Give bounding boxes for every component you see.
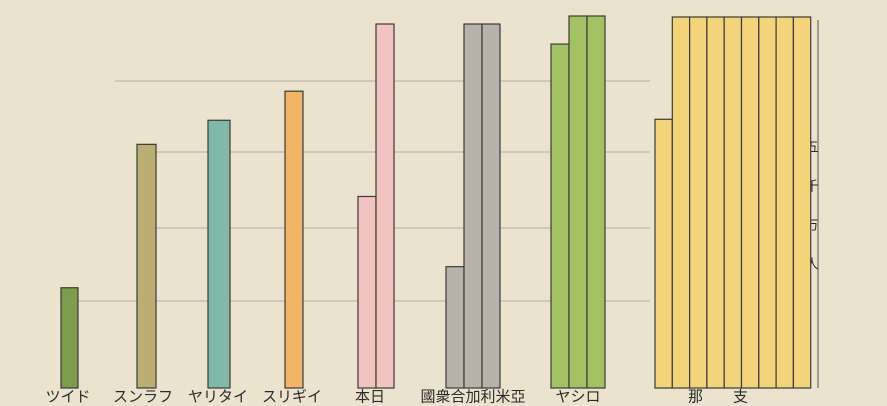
bar-column <box>758 16 777 389</box>
x-tick-label: ヤリタイ <box>188 388 248 406</box>
bar-column <box>740 16 760 389</box>
bar-column <box>207 119 231 389</box>
bar-column <box>654 118 673 389</box>
x-tick-label: 本日 <box>355 388 385 406</box>
x-tick-label: ヤシロ <box>555 388 600 406</box>
x-tick-label: スリギイ <box>262 388 322 406</box>
bar-column <box>357 195 377 389</box>
bar-column <box>481 23 501 389</box>
bar-column <box>586 15 606 389</box>
bar-column <box>375 23 395 389</box>
bar-column <box>568 15 588 389</box>
bar-column <box>723 16 743 389</box>
bar-column <box>550 43 570 389</box>
bar-column <box>445 266 465 389</box>
bar-column <box>792 16 812 389</box>
bar-column <box>60 287 79 389</box>
bar-column <box>688 16 708 389</box>
bar-column <box>775 16 794 389</box>
bar-column <box>706 16 725 389</box>
x-tick-label: 那支 <box>688 388 778 406</box>
x-tick-label: ツイド <box>45 388 90 406</box>
x-tick-label: 國衆合加利米亞 <box>420 388 525 406</box>
bar-column <box>136 143 157 389</box>
bar-column <box>463 23 483 389</box>
bar-column <box>671 16 691 389</box>
x-tick-label: スンラフ <box>113 388 173 406</box>
bar-column <box>284 90 304 389</box>
